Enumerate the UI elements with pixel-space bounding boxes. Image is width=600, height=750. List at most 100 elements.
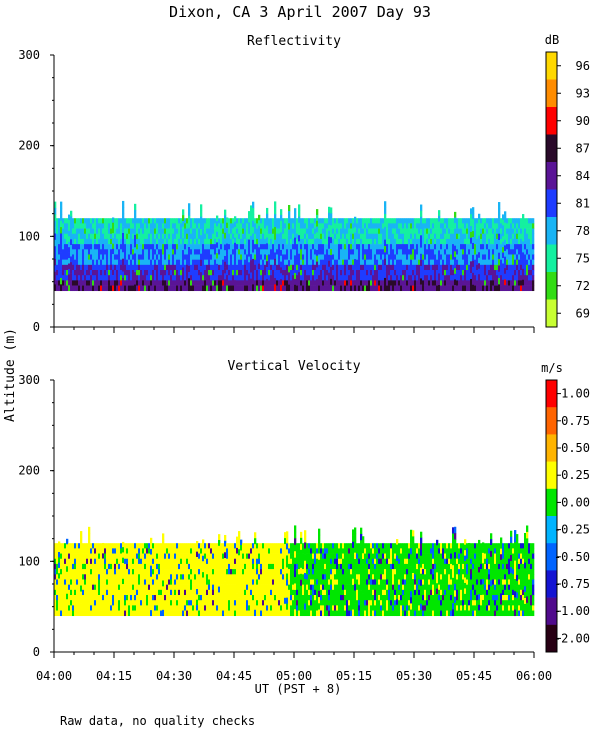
heatmap-cell xyxy=(356,223,359,229)
heatmap-cell xyxy=(152,249,155,255)
heatmap-cell xyxy=(184,569,187,575)
heatmap-cell xyxy=(144,254,147,260)
heatmap-cell xyxy=(232,238,235,245)
heatmap-cell xyxy=(428,249,431,255)
heatmap-cell xyxy=(226,595,229,601)
heatmap-cell xyxy=(154,610,157,617)
heatmap-cell xyxy=(92,280,95,286)
heatmap-cell xyxy=(528,280,531,286)
heatmap-cell xyxy=(346,218,349,224)
heatmap-cell xyxy=(350,244,353,250)
heatmap-cell xyxy=(370,270,373,276)
heatmap-cell xyxy=(250,284,253,292)
heatmap-cell xyxy=(78,595,81,601)
heatmap-cell xyxy=(152,228,155,235)
heatmap-cell xyxy=(214,254,217,260)
heatmap-cell xyxy=(118,558,121,565)
heatmap-cell xyxy=(212,584,215,591)
heatmap-cell xyxy=(116,223,119,229)
heatmap-cell xyxy=(150,264,153,271)
heatmap-cell xyxy=(74,584,77,591)
heatmap-cell xyxy=(94,569,97,575)
heatmap-cell xyxy=(264,548,267,554)
heatmap-cell xyxy=(146,285,149,292)
heatmap-cell xyxy=(138,610,141,617)
heatmap-cell xyxy=(218,270,221,276)
heatmap-cell xyxy=(222,275,225,281)
heatmap-cell xyxy=(188,543,191,549)
heatmap-cell xyxy=(154,233,157,240)
heatmap-cell xyxy=(446,264,449,271)
heatmap-cell xyxy=(60,207,63,215)
heatmap-cell xyxy=(156,600,159,606)
heatmap-cell xyxy=(198,558,201,565)
heatmap-cell xyxy=(154,563,157,570)
heatmap-cell xyxy=(234,543,237,549)
heatmap-cell xyxy=(80,579,83,586)
heatmap-cell xyxy=(308,218,311,224)
heatmap-cell xyxy=(264,543,267,549)
heatmap-cell xyxy=(296,238,299,245)
heatmap-cell xyxy=(360,285,363,292)
heatmap-cell xyxy=(84,543,87,549)
heatmap-cell xyxy=(70,222,73,229)
heatmap-cell xyxy=(362,280,365,286)
heatmap-cell xyxy=(54,569,57,575)
heatmap-cell xyxy=(456,218,459,224)
heatmap-cell xyxy=(94,218,97,224)
heatmap-cell xyxy=(250,229,253,237)
heatmap-cell xyxy=(148,548,151,554)
heatmap-cell xyxy=(314,223,317,229)
heatmap-cell xyxy=(230,553,233,560)
heatmap-cell xyxy=(210,553,213,560)
heatmap-cell xyxy=(468,228,471,235)
heatmap-cell xyxy=(104,275,107,281)
heatmap-cell xyxy=(298,210,301,218)
heatmap-cell xyxy=(414,233,417,240)
heatmap-cell xyxy=(92,579,95,585)
heatmap-cell xyxy=(196,275,199,281)
heatmap-cell xyxy=(72,563,75,570)
heatmap-cell xyxy=(70,233,73,240)
heatmap-cell xyxy=(126,553,129,560)
heatmap-cell xyxy=(176,223,179,229)
heatmap-cell xyxy=(290,223,293,229)
heatmap-cell xyxy=(290,280,293,286)
heatmap-cell xyxy=(244,285,247,292)
heatmap-cell xyxy=(204,244,207,250)
heatmap-cell xyxy=(264,610,267,617)
heatmap-cell xyxy=(240,223,243,229)
heatmap-cell xyxy=(348,223,351,229)
heatmap-cell xyxy=(174,275,177,281)
heatmap-cell xyxy=(516,228,519,235)
heatmap-cell xyxy=(170,595,173,601)
heatmap-cell xyxy=(236,564,239,571)
heatmap-cell xyxy=(84,579,87,585)
heatmap-cell xyxy=(450,275,453,281)
heatmap-cell xyxy=(106,264,109,271)
heatmap-cell xyxy=(70,250,73,257)
heatmap-cell xyxy=(366,275,369,281)
heatmap-cell xyxy=(378,244,381,250)
heatmap-cell xyxy=(394,238,397,245)
heatmap-cell xyxy=(250,610,253,617)
heatmap-cell xyxy=(272,610,275,617)
heatmap-cell xyxy=(88,545,91,553)
heatmap-cell xyxy=(144,569,147,575)
heatmap-cell xyxy=(396,218,399,224)
heatmap-cell xyxy=(108,233,111,240)
heatmap-cell xyxy=(94,264,97,271)
heatmap-cell xyxy=(126,264,129,271)
heatmap-cell xyxy=(220,238,223,245)
heatmap-cell xyxy=(400,228,403,235)
heatmap-cell xyxy=(370,238,373,245)
heatmap-cell xyxy=(72,280,75,286)
heatmap-cell xyxy=(228,595,231,601)
heatmap-cell xyxy=(62,579,65,585)
heatmap-cell xyxy=(450,223,453,229)
heatmap-cell xyxy=(468,285,471,292)
heatmap-cell xyxy=(198,595,201,601)
heatmap-cell xyxy=(490,233,493,240)
heatmap-cell xyxy=(188,600,191,606)
heatmap-cell xyxy=(166,610,169,617)
